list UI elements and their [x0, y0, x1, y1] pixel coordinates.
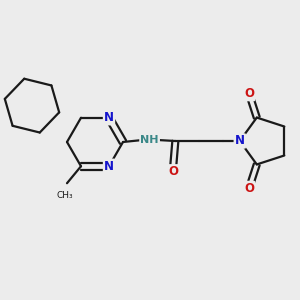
Text: N: N [104, 111, 114, 124]
Text: CH₃: CH₃ [57, 191, 73, 200]
Text: O: O [244, 87, 254, 100]
Text: N: N [104, 160, 114, 173]
Text: O: O [244, 182, 254, 195]
Text: O: O [168, 165, 178, 178]
Text: N: N [235, 134, 245, 148]
Text: NH: NH [140, 135, 159, 145]
